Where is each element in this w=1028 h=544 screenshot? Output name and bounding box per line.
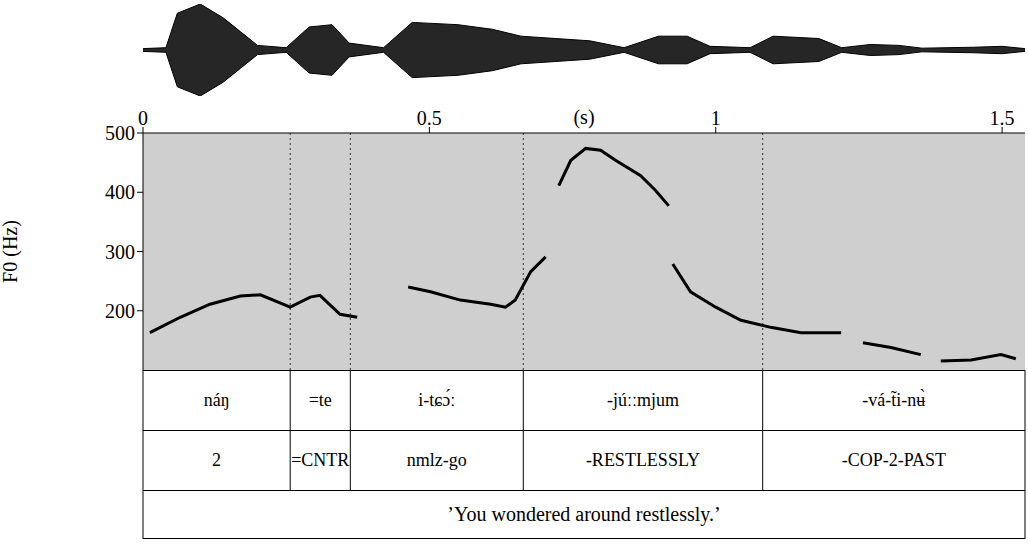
svg-text:0: 0 xyxy=(138,107,148,129)
svg-text:-júːːmjum: -júːːmjum xyxy=(607,390,679,410)
svg-text:2: 2 xyxy=(212,450,221,470)
svg-text:-vá-t̃i-nʉ̀: -vá-t̃i-nʉ̀ xyxy=(862,389,925,410)
svg-text:1: 1 xyxy=(711,107,721,129)
svg-text:400: 400 xyxy=(105,181,135,203)
svg-text:1.5: 1.5 xyxy=(990,107,1015,129)
svg-text:F0 (Hz): F0 (Hz) xyxy=(0,220,22,283)
svg-text:i-tɕɔ́ː: i-tɕɔ́ː xyxy=(418,389,455,410)
svg-text:’You wondered around restlessl: ’You wondered around restlessly.’ xyxy=(447,503,720,526)
svg-text:-RESTLESSLY: -RESTLESSLY xyxy=(586,450,700,470)
svg-text:=te: =te xyxy=(309,390,332,410)
svg-text:-COP-2-PAST: -COP-2-PAST xyxy=(842,450,946,470)
svg-text:500: 500 xyxy=(105,122,135,144)
svg-text:0.5: 0.5 xyxy=(417,107,442,129)
svg-text:(s): (s) xyxy=(573,106,594,129)
svg-text:náŋ: náŋ xyxy=(204,390,230,410)
svg-text:300: 300 xyxy=(105,241,135,263)
svg-text:=CNTR: =CNTR xyxy=(291,450,349,470)
svg-text:nmlz-go: nmlz-go xyxy=(407,450,467,470)
svg-text:200: 200 xyxy=(105,300,135,322)
